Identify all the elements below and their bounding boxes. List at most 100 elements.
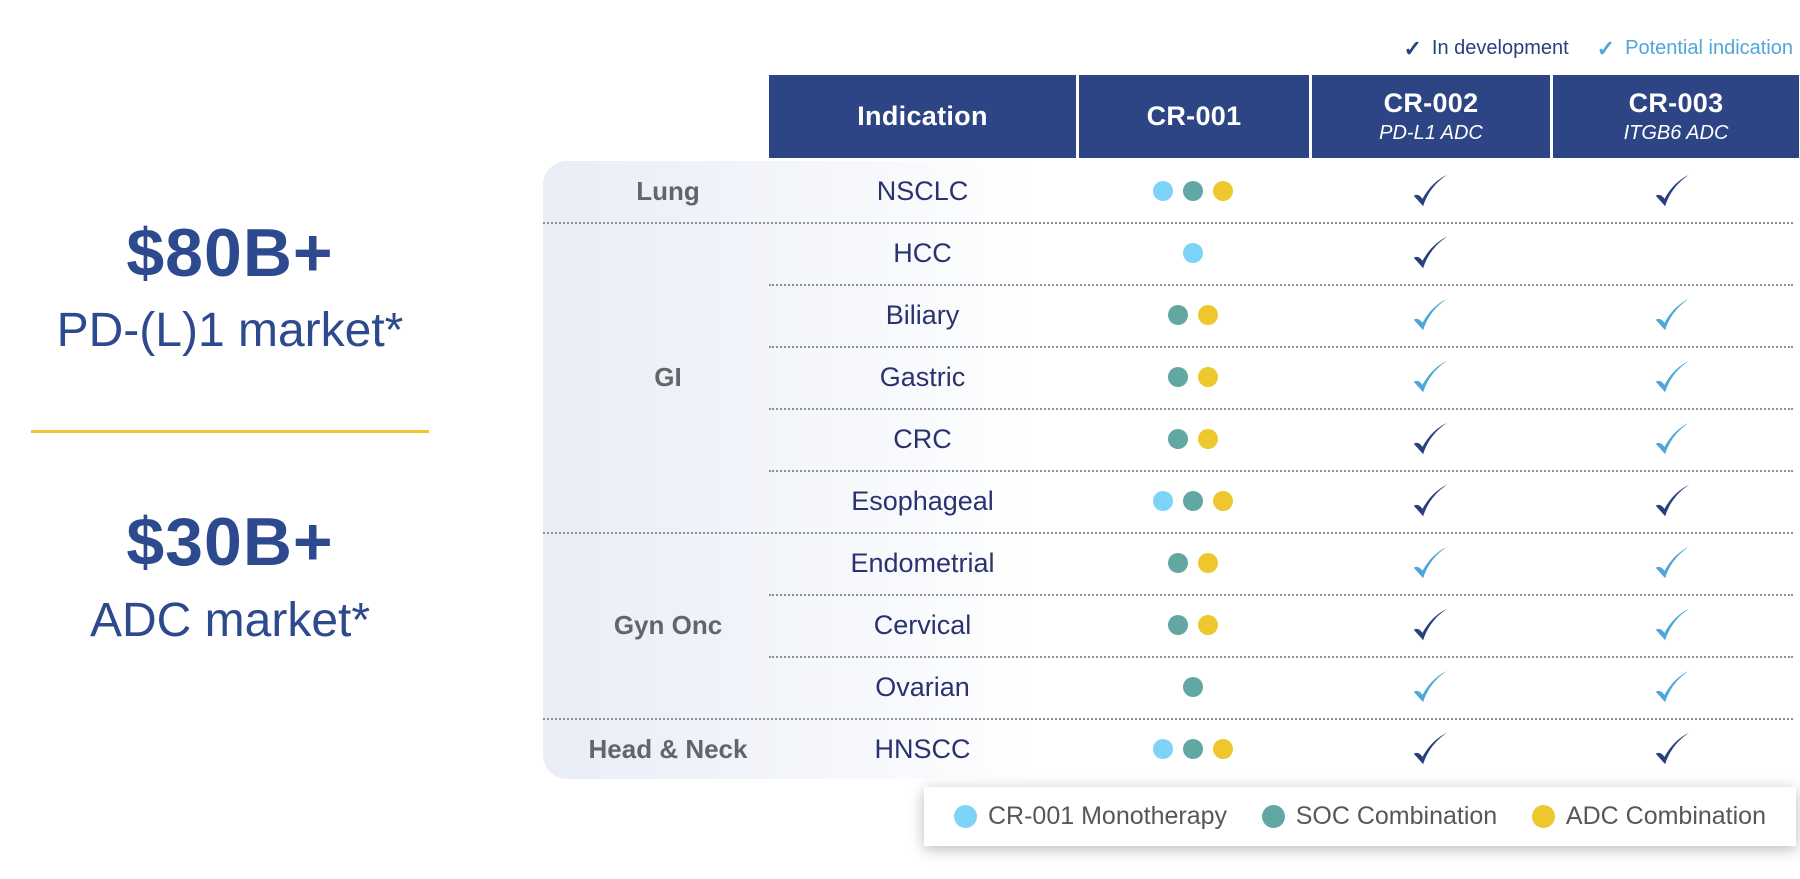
table-row: NSCLC	[543, 160, 1793, 222]
soc-dot-icon	[1167, 615, 1188, 635]
cr001-dots-cell	[1076, 677, 1309, 697]
indication-cell: Gastric	[879, 361, 966, 392]
row-separator	[769, 594, 1793, 596]
cr001-dots-cell	[1076, 491, 1309, 511]
soc-dot-icon	[1167, 305, 1188, 325]
check-icon	[1413, 670, 1447, 703]
soc-dot-icon	[1182, 677, 1203, 697]
cr002-check-cell	[1309, 171, 1550, 211]
adc-market-value: $30B+	[126, 504, 334, 581]
status-potential-indication-label: Potential indication	[1625, 37, 1793, 59]
legend-item-label: SOC Combination	[1295, 802, 1498, 830]
indication-cell: Biliary	[885, 299, 960, 330]
adc-dot-icon	[1212, 491, 1233, 511]
table-row: Cervical	[543, 594, 1793, 656]
indication-cell: NSCLC	[876, 175, 969, 206]
cr001-dots-cell	[1076, 429, 1309, 449]
table-header: Indication CR-001 CR-002 PD-L1 ADC CR-00…	[769, 75, 1799, 158]
cr003-check-cell	[1550, 543, 1793, 583]
status-potential-indication: ✓ Potential indication	[1597, 37, 1793, 60]
status-in-development: ✓ In development	[1403, 37, 1568, 60]
column-header-cr003: CR-003 ITGB6 ADC	[1553, 75, 1799, 158]
cr003-check-cell	[1550, 295, 1793, 335]
table-row: HCC	[543, 222, 1793, 284]
cr003-check-cell	[1550, 171, 1793, 211]
cr003-check-cell	[1550, 419, 1793, 459]
table-row: Biliary	[543, 284, 1793, 346]
group-label: GI	[654, 361, 682, 392]
row-separator	[543, 222, 1793, 224]
row-separator	[769, 470, 1793, 472]
row-separator	[543, 718, 1793, 720]
indication-cell: CRC	[893, 423, 952, 454]
indication-cell: Esophageal	[851, 485, 994, 516]
cr002-check-cell	[1309, 667, 1550, 707]
check-icon	[1655, 422, 1689, 455]
soc-dot-icon	[1182, 181, 1203, 201]
legend-item: ADC Combination	[1531, 802, 1766, 831]
soc-dot-icon	[1182, 491, 1203, 511]
row-separator	[769, 346, 1793, 348]
pdl1-market-value: $80B+	[126, 215, 334, 291]
mono-dot-icon	[1152, 739, 1173, 759]
mono-dot-icon	[1152, 491, 1173, 511]
check-icon	[1413, 236, 1447, 269]
adc-dot-icon	[1212, 739, 1233, 759]
mono-dot-icon	[1152, 181, 1173, 201]
mono-dot-icon	[954, 805, 977, 828]
legend-item-label: ADC Combination	[1565, 802, 1766, 830]
status-legend: ✓ In development ✓ Potential indication	[1403, 37, 1793, 60]
indication-cell: Ovarian	[875, 671, 970, 702]
soc-dot-icon	[1167, 429, 1188, 449]
check-icon	[1413, 608, 1447, 641]
column-header-cr001: CR-001	[1079, 75, 1309, 158]
adc-dot-icon	[1531, 805, 1555, 828]
column-subtitle: PD-L1 ADC	[1379, 122, 1483, 144]
group-label: Lung	[636, 175, 700, 206]
column-subtitle: ITGB6 ADC	[1623, 122, 1729, 144]
soc-dot-icon	[1261, 805, 1285, 828]
divider-line	[31, 430, 429, 434]
cr003-check-cell	[1550, 481, 1793, 521]
cr001-dots-cell	[1076, 305, 1309, 325]
soc-dot-icon	[1182, 739, 1203, 759]
column-title: CR-003	[1628, 88, 1724, 118]
cr002-check-cell	[1309, 233, 1550, 273]
table-row: Gastric	[543, 346, 1793, 408]
column-header-indication: Indication	[769, 75, 1076, 158]
table-row: CRC	[543, 408, 1793, 470]
adc-dot-icon	[1212, 181, 1233, 201]
group-label: Head & Neck	[588, 733, 748, 764]
check-icon	[1655, 670, 1689, 703]
table-row: HNSCC	[543, 718, 1793, 780]
column-title: CR-001	[1146, 101, 1242, 131]
indication-cell: Endometrial	[850, 547, 995, 578]
cr002-check-cell	[1309, 295, 1550, 335]
adc-dot-icon	[1197, 367, 1218, 387]
adc-market-label: ADC market*	[89, 593, 371, 647]
cr002-check-cell	[1309, 729, 1550, 769]
check-icon	[1655, 360, 1689, 393]
cr003-check-cell	[1550, 605, 1793, 645]
check-icon	[1413, 732, 1447, 765]
check-icon	[1655, 484, 1689, 517]
cr002-check-cell	[1309, 481, 1550, 521]
adc-dot-icon	[1197, 615, 1218, 635]
check-icon	[1655, 608, 1689, 641]
cr003-check-cell	[1550, 667, 1793, 707]
cr001-dots-cell	[1076, 181, 1309, 201]
adc-dot-icon	[1197, 429, 1218, 449]
check-icon	[1413, 174, 1447, 207]
column-title: Indication	[857, 101, 988, 131]
indication-cell: Cervical	[873, 609, 972, 640]
legend-item-label: CR-001 Monotherapy	[988, 802, 1228, 830]
check-icon: ✓	[1403, 35, 1422, 61]
check-icon	[1413, 484, 1447, 517]
dot-legend: CR-001 Monotherapy SOC Combination ADC Com…	[924, 787, 1796, 846]
row-separator	[769, 656, 1793, 658]
cr002-check-cell	[1309, 605, 1550, 645]
mono-dot-icon	[1182, 243, 1203, 263]
adc-dot-icon	[1197, 553, 1218, 573]
row-separator	[769, 284, 1793, 286]
check-icon	[1413, 298, 1447, 331]
